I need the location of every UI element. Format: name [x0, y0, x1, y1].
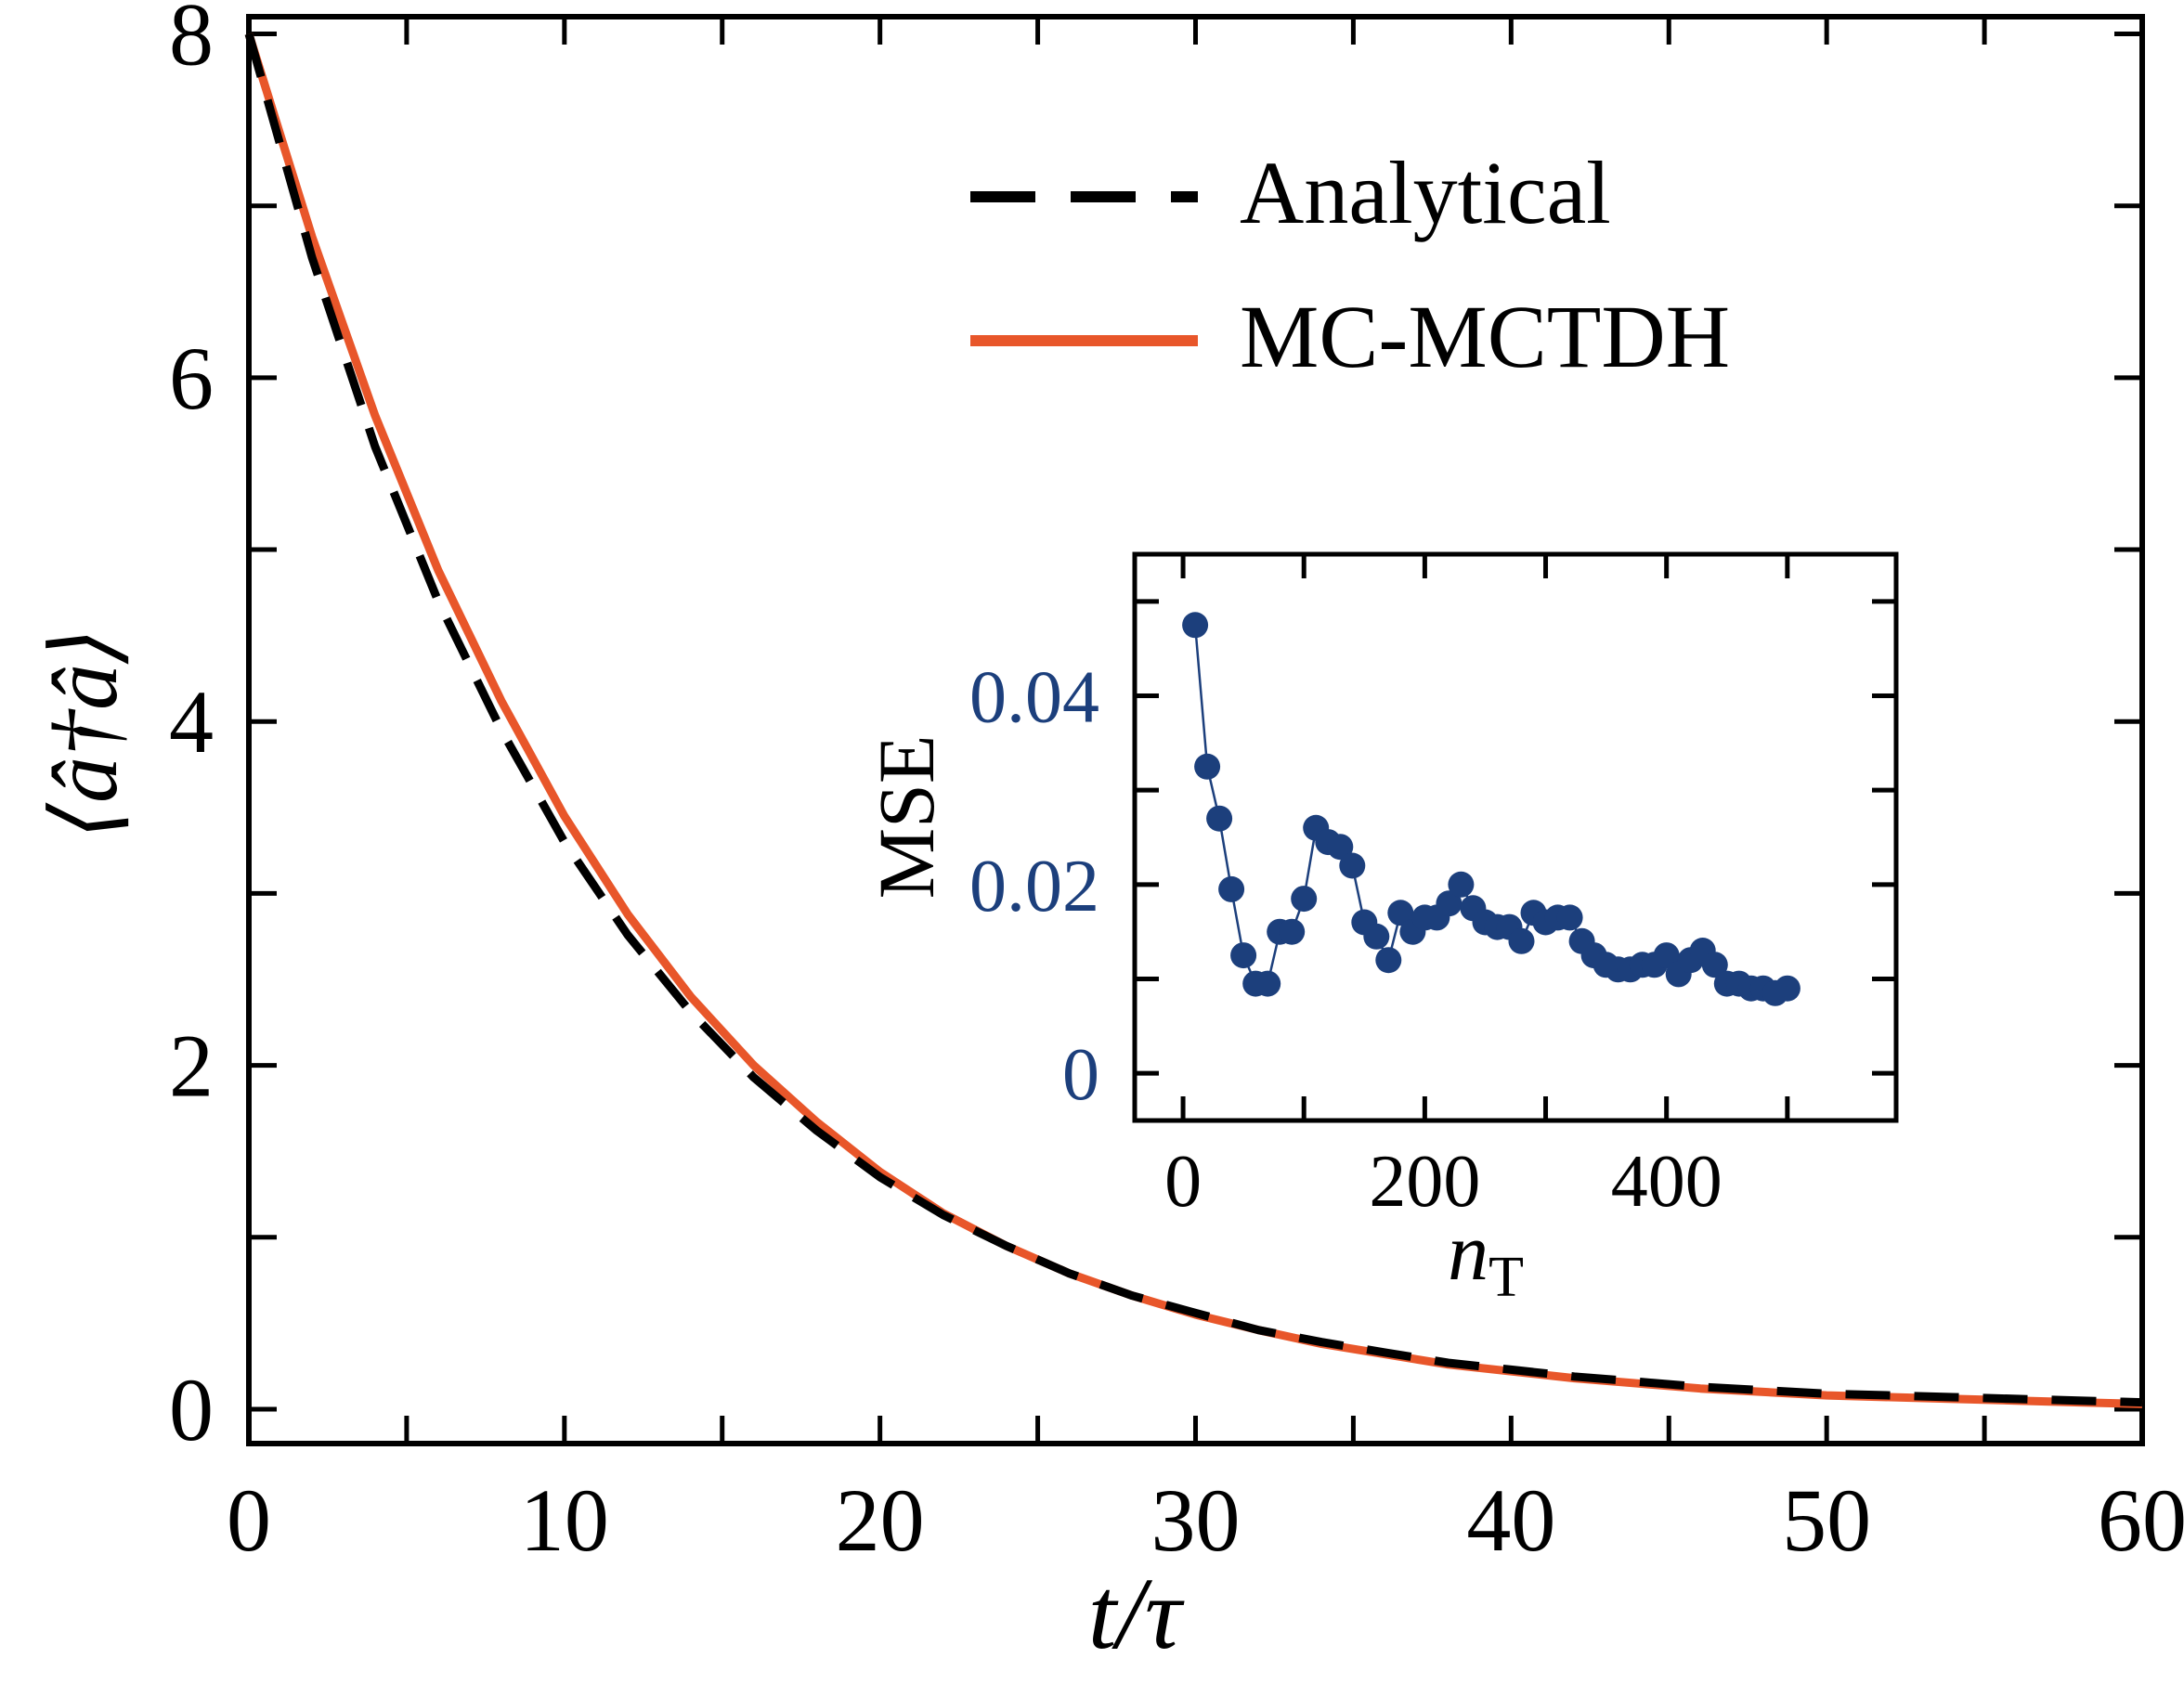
main-x-tick-label: 60 [2098, 1470, 2184, 1570]
inset-data-point [1448, 871, 1475, 898]
inset-x-tick-label: 400 [1611, 1141, 1722, 1223]
inset-data-point [1339, 852, 1366, 879]
inset-data-point [1387, 900, 1414, 926]
legend-label-analytical: Analytical [1240, 143, 1611, 242]
inset-data-point [1182, 612, 1209, 639]
y-axis-title: ⟨â†â⟩ [33, 628, 136, 839]
main-axis-ticks [246, 17, 2145, 1444]
inset-data-point [1363, 923, 1390, 950]
series-line-analytical [244, 32, 2143, 1407]
inset-data-point [1436, 890, 1462, 917]
inset-tick-labels: 0 200 400 0 0.02 0.04 [969, 657, 1722, 1224]
main-x-tick-label: 0 [227, 1470, 271, 1570]
main-x-tick-label: 30 [1151, 1470, 1241, 1570]
inset-data-point [1194, 753, 1221, 780]
inset-x-tick-label: 0 [1164, 1141, 1202, 1223]
inset-data-point [1701, 952, 1728, 978]
inset-background [1135, 554, 1896, 1121]
main-plot: 0 2 4 6 8 0 10 20 30 40 50 60 t/τ ⟨â†â⟩ Analytical … [33, 0, 2184, 1670]
inset-data-point [1327, 834, 1354, 861]
legend-label-mc-mctdh: MC-MCTDH [1240, 287, 1730, 386]
inset-axis-ticks [1135, 554, 1896, 1121]
main-y-tick-label: 2 [169, 1017, 214, 1116]
legend: Analytical MC-MCTDH [970, 143, 1730, 386]
inset-plot: 0 200 400 0 0.02 0.04 nT MSE [862, 551, 1899, 1309]
inset-data-point [1556, 904, 1583, 931]
inset-y-tick-label: 0.02 [969, 846, 1099, 927]
main-x-tick-label: 20 [836, 1470, 925, 1570]
inset-x-axis-title-main: n [1448, 1208, 1488, 1298]
main-x-tick-label: 40 [1466, 1470, 1555, 1570]
inset-data-point [1375, 947, 1402, 974]
inset-x-axis-title: nT [1448, 1208, 1524, 1309]
main-y-tick-label: 0 [169, 1360, 214, 1459]
inset-data-point [1291, 886, 1318, 913]
main-x-tick-label: 10 [520, 1470, 609, 1570]
inset-data-point [1279, 918, 1306, 945]
inset-y-axis-title: MSE [862, 735, 951, 900]
inset-data-point [1254, 970, 1281, 997]
main-tick-labels: 0 2 4 6 8 0 10 20 30 40 50 60 [169, 0, 2184, 1570]
inset-data-point [1230, 942, 1257, 969]
main-y-tick-label: 8 [169, 0, 214, 84]
inset-data-point [1653, 942, 1680, 969]
inset-data-point [1508, 927, 1535, 954]
inset-data-point [1206, 805, 1233, 832]
main-y-tick-label: 6 [169, 329, 214, 428]
inset-x-tick-label: 200 [1369, 1141, 1480, 1223]
main-series-group [244, 32, 2143, 1408]
x-axis-title: t/τ [1088, 1557, 1185, 1670]
inset-frame [1132, 551, 1899, 1123]
inset-y-tick-label: 0.04 [969, 657, 1099, 739]
main-y-tick-label: 4 [169, 672, 214, 771]
inset-data-point [1218, 875, 1245, 902]
main-x-tick-label: 50 [1782, 1470, 1871, 1570]
inset-data-point [1774, 975, 1800, 1002]
inset-y-tick-label: 0 [1062, 1034, 1099, 1116]
inset-series-group [1182, 612, 1800, 1006]
inset-x-axis-title-subscript: T [1488, 1246, 1524, 1309]
